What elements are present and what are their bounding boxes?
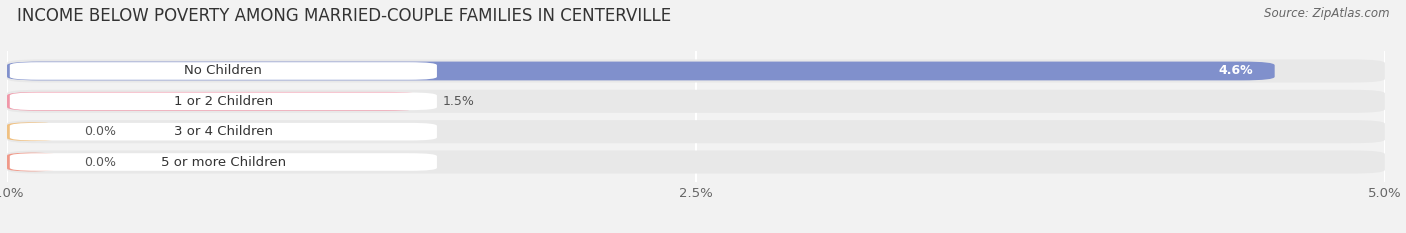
FancyBboxPatch shape	[7, 120, 1385, 143]
FancyBboxPatch shape	[7, 62, 1275, 80]
Text: 1 or 2 Children: 1 or 2 Children	[174, 95, 273, 108]
FancyBboxPatch shape	[10, 93, 437, 110]
Text: 3 or 4 Children: 3 or 4 Children	[174, 125, 273, 138]
FancyBboxPatch shape	[7, 151, 1385, 174]
FancyBboxPatch shape	[7, 122, 56, 141]
FancyBboxPatch shape	[7, 153, 56, 171]
Text: 5 or more Children: 5 or more Children	[160, 155, 285, 168]
FancyBboxPatch shape	[7, 92, 420, 111]
Text: 0.0%: 0.0%	[84, 155, 117, 168]
FancyBboxPatch shape	[7, 59, 1385, 82]
Text: 0.0%: 0.0%	[84, 125, 117, 138]
FancyBboxPatch shape	[10, 123, 437, 140]
FancyBboxPatch shape	[10, 62, 437, 80]
Text: 4.6%: 4.6%	[1218, 65, 1253, 78]
Text: No Children: No Children	[184, 65, 263, 78]
FancyBboxPatch shape	[10, 153, 437, 171]
Text: 1.5%: 1.5%	[443, 95, 474, 108]
Text: Source: ZipAtlas.com: Source: ZipAtlas.com	[1264, 7, 1389, 20]
FancyBboxPatch shape	[7, 90, 1385, 113]
Text: INCOME BELOW POVERTY AMONG MARRIED-COUPLE FAMILIES IN CENTERVILLE: INCOME BELOW POVERTY AMONG MARRIED-COUPL…	[17, 7, 671, 25]
